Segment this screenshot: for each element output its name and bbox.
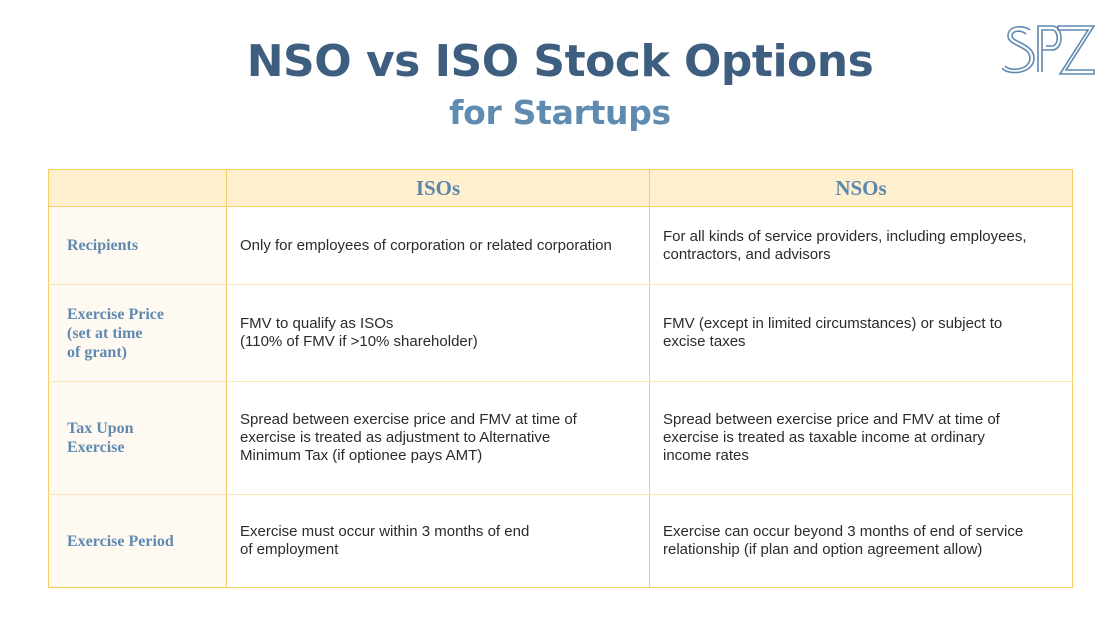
- table-header-row: ISOs NSOs: [48, 169, 1073, 207]
- nso-exercise-period: Exercise can occur beyond 3 months of en…: [649, 494, 1073, 588]
- nso-tax-upon-exercise: Spread between exercise price and FMV at…: [649, 381, 1073, 495]
- row-label-recipients: Recipients: [48, 206, 227, 285]
- iso-tax-upon-exercise: Spread between exercise price and FMV at…: [226, 381, 650, 495]
- table-row: Exercise Price (set at time of grant) FM…: [48, 284, 1073, 382]
- header-isos: ISOs: [226, 169, 650, 207]
- page-subtitle: for Startups: [449, 93, 671, 132]
- page-title: NSO vs ISO Stock Options: [246, 36, 874, 87]
- iso-recipients: Only for employees of corporation or rel…: [226, 206, 650, 285]
- table-row: Exercise Period Exercise must occur with…: [48, 494, 1073, 588]
- nso-exercise-price: FMV (except in limited circumstances) or…: [649, 284, 1073, 382]
- nso-recipients: For all kinds of service providers, incl…: [649, 206, 1073, 285]
- spz-logo-icon: [1002, 25, 1096, 75]
- header-nsos: NSOs: [649, 169, 1073, 207]
- header-empty: [48, 169, 227, 207]
- iso-exercise-price: FMV to qualify as ISOs (110% of FMV if >…: [226, 284, 650, 382]
- row-label-exercise-price: Exercise Price (set at time of grant): [48, 284, 227, 382]
- comparison-table: ISOs NSOs Recipients Only for employees …: [48, 169, 1073, 588]
- row-label-tax-upon-exercise: Tax Upon Exercise: [48, 381, 227, 495]
- table-row: Recipients Only for employees of corpora…: [48, 206, 1073, 285]
- row-label-exercise-period: Exercise Period: [48, 494, 227, 588]
- table-row: Tax Upon Exercise Spread between exercis…: [48, 381, 1073, 495]
- iso-exercise-period: Exercise must occur within 3 months of e…: [226, 494, 650, 588]
